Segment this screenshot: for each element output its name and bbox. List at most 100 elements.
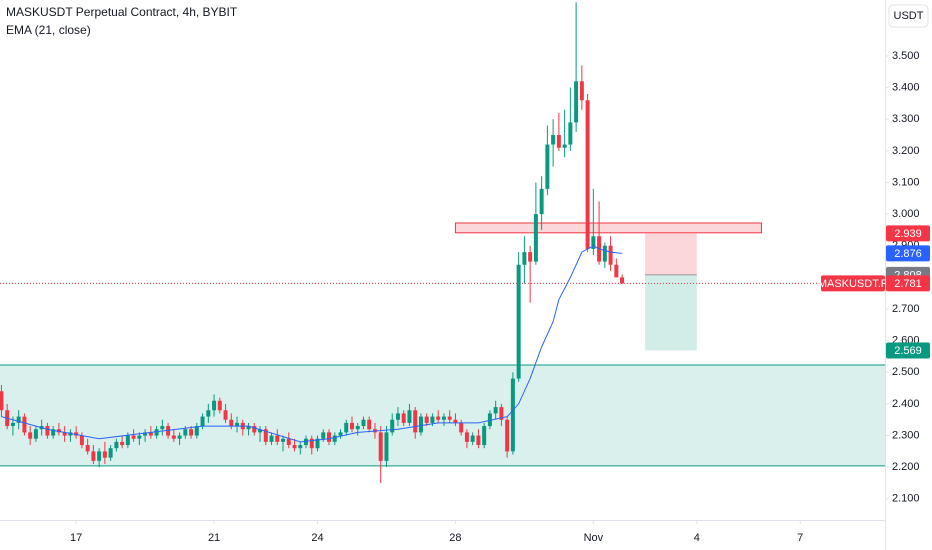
candle-body (223, 410, 228, 420)
candle-body (45, 426, 50, 436)
x-tick-label: 7 (797, 532, 803, 544)
candle-body (579, 81, 584, 101)
candle-body (516, 264, 521, 379)
y-tick-label: 2.400 (892, 398, 920, 410)
candle-body (367, 419, 372, 430)
candle-body (177, 435, 182, 439)
support-zone (0, 365, 885, 466)
candle-body (551, 135, 556, 145)
y-tick-label: 3.100 (892, 176, 920, 188)
candle-body (533, 214, 538, 262)
candle-body (160, 426, 165, 430)
y-tick-label: 3.200 (892, 145, 920, 157)
x-tick-label: 4 (694, 532, 700, 544)
candle-body (447, 416, 452, 420)
candle-body (281, 438, 286, 442)
candle-body (143, 432, 148, 436)
candle-body (344, 422, 349, 433)
candle-body (568, 122, 573, 145)
candle-body (131, 435, 136, 439)
candle-body (235, 422, 240, 427)
candle-body (539, 188, 544, 215)
candle-body (418, 416, 423, 433)
candle-body (68, 432, 73, 436)
candle-body (453, 419, 458, 423)
candle-body (585, 100, 590, 249)
y-tick-label: 3.000 (892, 208, 920, 220)
candle-body (0, 391, 4, 411)
candle-body (206, 410, 211, 417)
symbol-label: MASKUSDT.P (818, 278, 888, 290)
candle-body (200, 416, 205, 427)
candle-body (321, 432, 326, 439)
x-tick-label: 17 (70, 532, 82, 544)
currency-label[interactable]: USDT (894, 10, 924, 22)
candle-body (361, 419, 366, 427)
candle-body (395, 413, 400, 420)
stop-area (645, 233, 697, 275)
candle-body (349, 422, 354, 430)
symbol-badge (821, 275, 885, 292)
currency-button[interactable] (888, 4, 929, 28)
candle-body (332, 435, 337, 442)
candle-body (499, 407, 504, 420)
candle-body (258, 429, 263, 433)
candle-body (436, 416, 441, 420)
ema-line (1, 245, 623, 443)
candle-body (556, 135, 561, 148)
candle-body (562, 144, 567, 148)
y-tick-label: 3.300 (892, 113, 920, 125)
candle-body (614, 264, 619, 278)
chart-title: MASKUSDT Perpetual Contract, 4h, BYBIT (6, 5, 238, 19)
candle-body (304, 438, 309, 446)
candle-body (212, 400, 217, 411)
candle-body (591, 236, 596, 249)
candle-body (263, 429, 268, 442)
candle-body (441, 416, 446, 420)
y-tick-label: 2.700 (892, 303, 920, 315)
candle-body (424, 416, 429, 423)
candle-body (286, 438, 291, 446)
candle-body (378, 432, 383, 461)
candle-body (384, 432, 389, 461)
candle-body (355, 426, 360, 430)
candle-body (309, 438, 314, 449)
candle-body (102, 451, 107, 458)
candle-body (476, 435, 481, 446)
x-tick-label: 28 (449, 532, 461, 544)
x-tick-label: 21 (208, 532, 220, 544)
candle-body (194, 426, 199, 436)
candle-body (183, 429, 188, 436)
candle-body (246, 426, 251, 430)
y-tick-label: 3.500 (892, 50, 920, 62)
candle-body (125, 435, 130, 446)
candle-body (470, 435, 475, 442)
target-area (645, 274, 697, 351)
y-tick-label: 3.400 (892, 82, 920, 94)
candle-body (10, 422, 15, 427)
ema-badge (886, 245, 930, 262)
candle-body (459, 422, 464, 433)
candle-body (292, 445, 297, 449)
last-price-label: 2.781 (894, 278, 922, 290)
candle-body (114, 441, 119, 449)
candle-body (487, 413, 492, 427)
plot-area (0, 2, 885, 483)
candle-body (464, 432, 469, 442)
candle-body (171, 435, 176, 439)
candle-body (522, 252, 527, 265)
candle-body (51, 429, 56, 436)
candle-body (407, 410, 412, 423)
x-tick-label: 24 (311, 532, 323, 544)
candle-body (85, 445, 90, 452)
candle-body (154, 429, 159, 436)
candle-body (482, 426, 487, 446)
x-tick-label: Nov (584, 532, 604, 544)
last-price-badge (886, 275, 930, 292)
candle-body (22, 416, 27, 433)
candle-body (28, 432, 33, 439)
candle-body (74, 432, 79, 436)
candle-body (97, 451, 102, 461)
ema-label: 2.876 (894, 248, 922, 260)
